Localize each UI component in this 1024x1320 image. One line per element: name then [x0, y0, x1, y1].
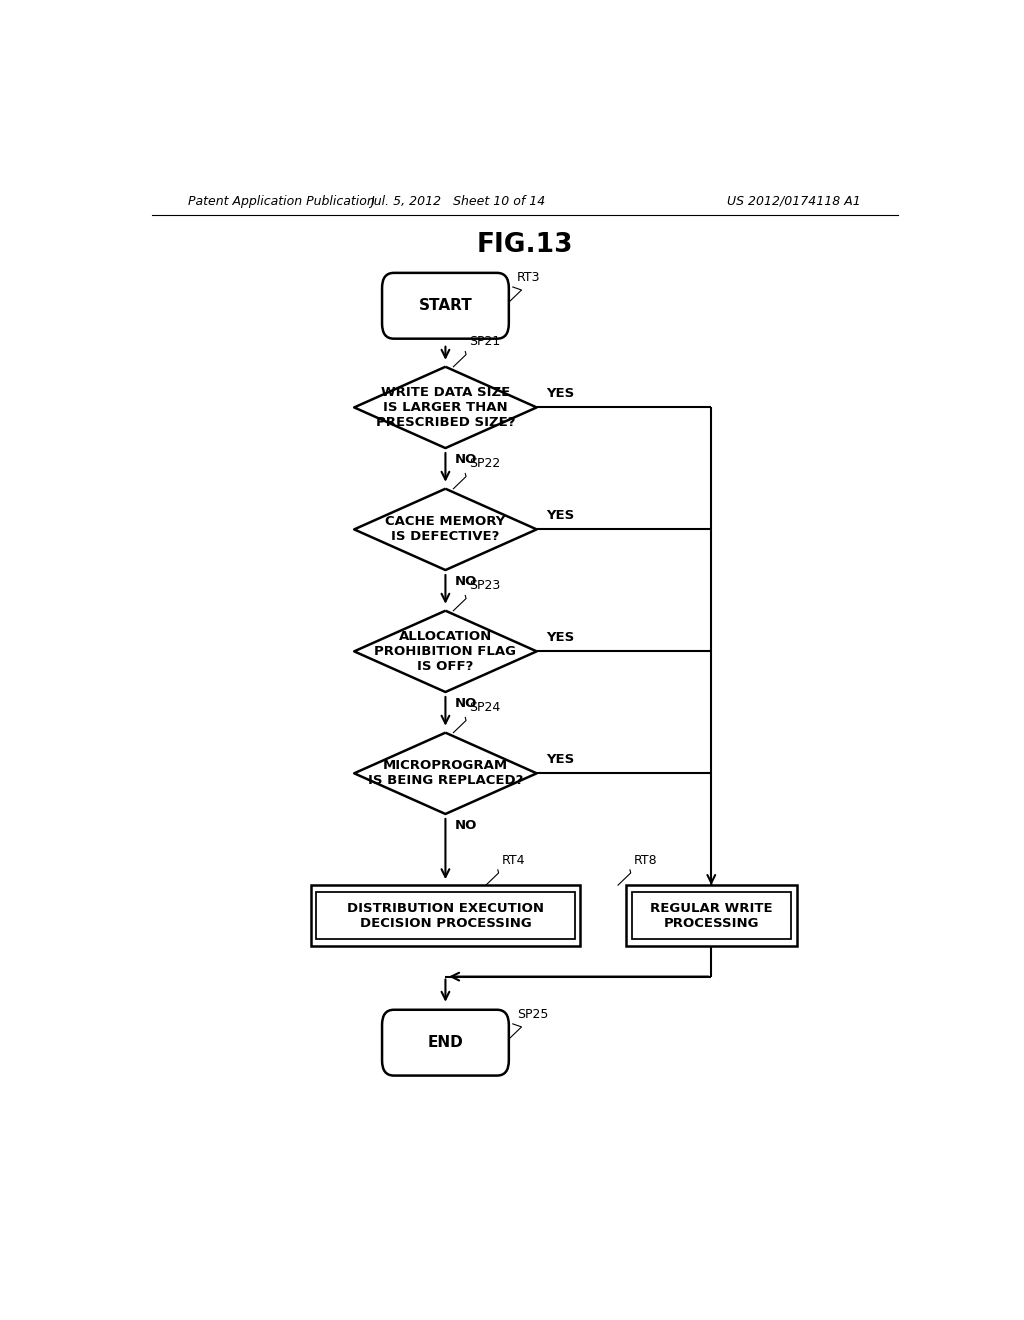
Text: START: START	[419, 298, 472, 313]
Text: REGULAR WRITE
PROCESSING: REGULAR WRITE PROCESSING	[650, 902, 773, 929]
Text: NO: NO	[455, 697, 477, 710]
Bar	[316, 892, 574, 939]
FancyBboxPatch shape	[382, 273, 509, 339]
Text: YES: YES	[546, 510, 574, 523]
Text: NO: NO	[455, 453, 477, 466]
Bar	[626, 886, 797, 946]
Text: YES: YES	[546, 754, 574, 766]
Text: CACHE MEMORY
IS DEFECTIVE?: CACHE MEMORY IS DEFECTIVE?	[385, 515, 506, 544]
Text: RT3: RT3	[517, 271, 541, 284]
Text: Patent Application Publication: Patent Application Publication	[187, 194, 374, 207]
Text: RT8: RT8	[634, 854, 657, 867]
Text: Jul. 5, 2012   Sheet 10 of 14: Jul. 5, 2012 Sheet 10 of 14	[370, 194, 545, 207]
Text: SP24: SP24	[469, 701, 501, 714]
Text: NO: NO	[455, 820, 477, 832]
Text: WRITE DATA SIZE
IS LARGER THAN
PRESCRIBED SIZE?: WRITE DATA SIZE IS LARGER THAN PRESCRIBE…	[376, 385, 515, 429]
Text: END: END	[428, 1035, 463, 1051]
Text: YES: YES	[546, 631, 574, 644]
Text: SP23: SP23	[469, 579, 501, 593]
Text: RT4: RT4	[502, 854, 525, 867]
Text: MICROPROGRAM
IS BEING REPLACED?: MICROPROGRAM IS BEING REPLACED?	[368, 759, 523, 787]
Text: SP25: SP25	[517, 1007, 548, 1020]
FancyBboxPatch shape	[382, 1010, 509, 1076]
Text: SP21: SP21	[469, 335, 501, 348]
Text: DISTRIBUTION EXECUTION
DECISION PROCESSING: DISTRIBUTION EXECUTION DECISION PROCESSI…	[347, 902, 544, 929]
Text: FIG.13: FIG.13	[476, 232, 573, 257]
Text: NO: NO	[455, 576, 477, 589]
Bar	[310, 886, 581, 946]
Text: ALLOCATION
PROHIBITION FLAG
IS OFF?: ALLOCATION PROHIBITION FLAG IS OFF?	[375, 630, 516, 673]
Bar	[632, 892, 792, 939]
Text: YES: YES	[546, 387, 574, 400]
Text: US 2012/0174118 A1: US 2012/0174118 A1	[727, 194, 861, 207]
Text: SP22: SP22	[469, 458, 501, 470]
